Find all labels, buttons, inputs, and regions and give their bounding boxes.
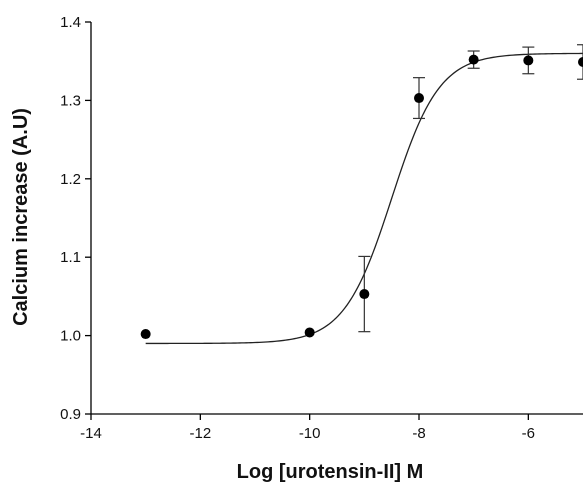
- y-tick-label: 1.4: [60, 14, 81, 31]
- error-bar: [577, 44, 583, 80]
- y-tick-label: 0.9: [60, 406, 81, 423]
- data-point: [414, 93, 424, 104]
- data-point: [468, 54, 479, 65]
- x-tick-label: -8: [412, 425, 425, 442]
- x-axis-label: Log [urotensin-II] M: [237, 461, 424, 483]
- data-point: [304, 327, 315, 338]
- y-tick-label: 1.3: [60, 92, 81, 109]
- data-points: [140, 54, 583, 340]
- data-point: [523, 55, 534, 66]
- data-point: [140, 329, 151, 340]
- data-point: [359, 289, 370, 300]
- y-ticks: 0.9 1.0 1.1 1.2 1.3 1.4: [60, 14, 91, 423]
- x-ticks: -14 -12 -10 -8 -6: [80, 414, 535, 442]
- data-point: [578, 56, 583, 67]
- axes: [90, 22, 583, 415]
- y-tick-label: 1.0: [60, 328, 81, 345]
- x-tick-label: -12: [189, 425, 211, 442]
- error-bars: [358, 44, 583, 333]
- x-tick-label: -14: [80, 425, 102, 442]
- x-tick-label: -6: [522, 425, 535, 442]
- x-tick-label: -10: [299, 425, 321, 442]
- y-tick-label: 1.2: [60, 171, 81, 188]
- y-tick-label: 1.1: [60, 249, 81, 266]
- y-axis-label: Calcium increase (A.U): [10, 108, 32, 326]
